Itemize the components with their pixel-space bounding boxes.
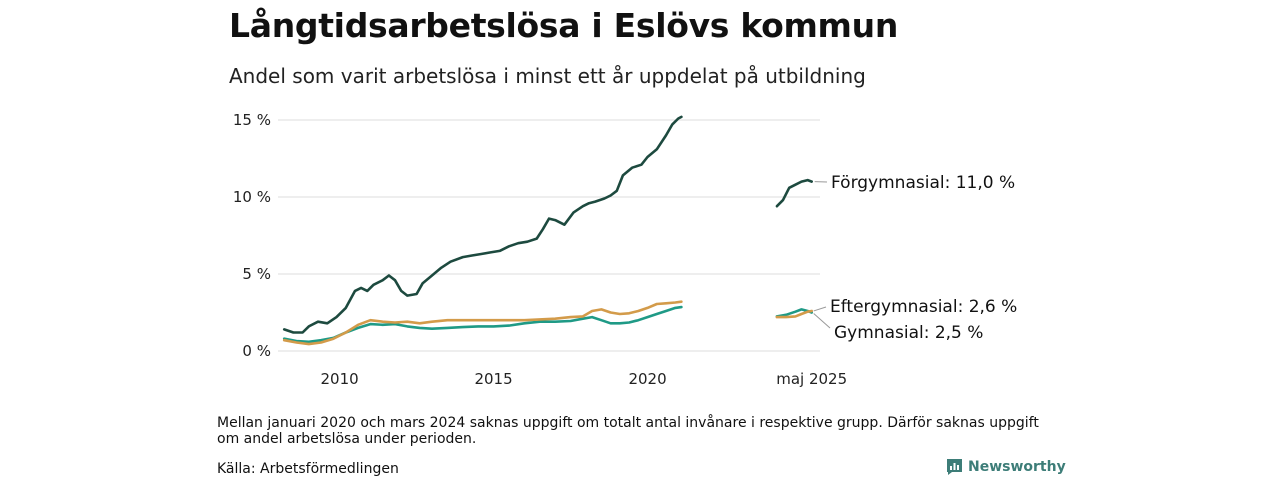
x-tick-label: 2020 [628,370,666,388]
y-tick-label: 15 % [233,111,271,129]
source-note: Källa: Arbetsförmedlingen [217,461,399,477]
chart-title: Långtidsarbetslösa i Eslövs kommun [229,6,899,45]
series-label-eftergymnasial: Eftergymnasial: 2,6 % [830,297,1017,317]
series-label-gymnasial: Gymnasial: 2,5 % [834,323,983,343]
series-end-labels: Förgymnasial: 11,0 % Eftergymnasial: 2,6 … [813,173,1017,343]
x-axis-ticks: 2010 2015 2020 maj 2025 [320,370,847,388]
series-line-recent-f-rgymnasial [775,178,814,208]
series-lines [282,115,814,346]
brand-name: Newsworthy [968,459,1066,475]
label-leader-line [813,306,827,312]
series-line-gymnasial [282,305,683,344]
series-label-forgymnasial: Förgymnasial: 11,0 % [831,173,1015,193]
grid-lines [278,119,820,352]
label-leader-line [813,313,831,329]
bar-chart-logo-icon [947,459,962,475]
y-tick-label: 10 % [233,188,271,206]
x-tick-label: 2010 [320,370,358,388]
x-tick-label: maj 2025 [776,370,847,388]
series-line-recent-eftergymnasial [775,309,814,319]
series-line-f-rgymnasial [282,115,683,334]
y-tick-label: 5 % [242,265,271,283]
x-tick-label: 2015 [474,370,512,388]
brand-logo: Newsworthy [946,458,1066,476]
chart-subtitle: Andel som varit arbetslösa i minst ett å… [229,64,866,88]
y-tick-label: 0 % [242,342,271,360]
series-line-eftergymnasial [282,300,683,346]
footnote: Mellan januari 2020 och mars 2024 saknas… [217,415,1039,447]
y-axis-ticks: 0 % 5 % 10 % 15 % [233,111,271,360]
